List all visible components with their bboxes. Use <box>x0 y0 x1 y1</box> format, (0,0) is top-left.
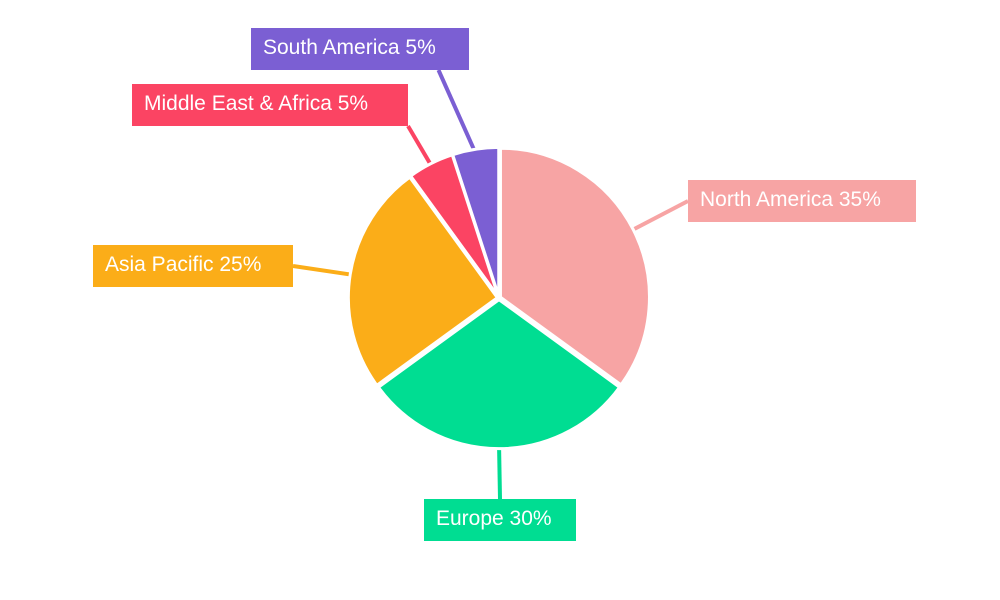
slice-label-asia-pacific[interactable]: Asia Pacific 25% <box>93 245 293 287</box>
leader-line-north-america <box>627 199 689 234</box>
slice-label-south-america[interactable]: South America 5% <box>251 28 469 70</box>
pie-slice-south-america[interactable] <box>451 145 501 298</box>
slice-label-north-america[interactable]: North America 35% <box>688 180 916 222</box>
pie-slice-asia-pacific[interactable] <box>346 175 499 387</box>
pie-slice-europe[interactable] <box>376 298 622 451</box>
pie-slice-north-america[interactable] <box>498 146 651 387</box>
slice-label-text: Asia Pacific 25% <box>105 253 262 276</box>
slice-label-text: South America 5% <box>263 36 436 59</box>
slice-label-middle-east-africa[interactable]: Middle East & Africa 5% <box>132 84 408 126</box>
leader-line-asia-pacific <box>292 264 357 278</box>
slice-label-text: North America 35% <box>700 188 881 211</box>
pie-slice-group <box>346 145 651 451</box>
slice-label-europe[interactable]: Europe 30% <box>424 499 576 541</box>
leader-line-group <box>292 69 689 500</box>
slice-label-text: Europe 30% <box>436 507 552 530</box>
leader-line-middle-east-africa <box>406 124 435 170</box>
leader-line-europe <box>497 442 502 500</box>
slice-label-text: Middle East & Africa 5% <box>144 92 369 115</box>
leader-line-south-america <box>436 69 479 156</box>
